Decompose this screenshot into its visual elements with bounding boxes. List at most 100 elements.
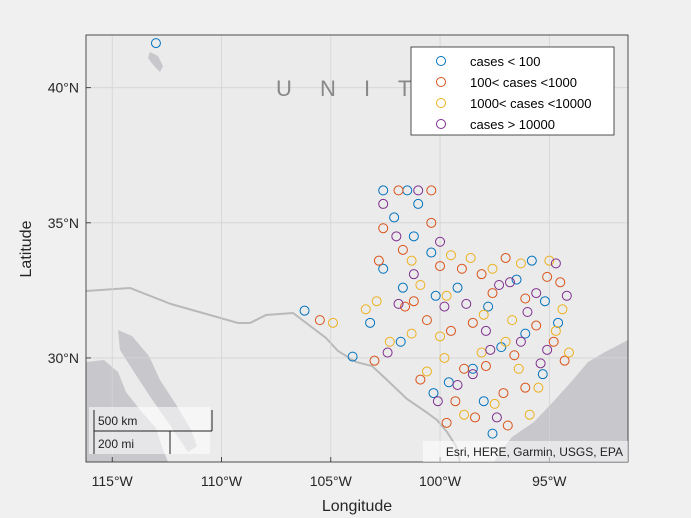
case-marker-series-1 [150,38,161,49]
case-marker-series-1 [299,305,310,316]
case-marker-series-3 [360,304,371,315]
case-marker-series-3 [550,325,561,336]
case-marker-series-2 [542,271,553,282]
case-marker-series-1 [487,428,498,439]
case-marker-series-2 [480,361,491,372]
y-axis-ticks: 30°N 35°N 40°N [48,80,91,366]
legend: cases < 100 100< cases <1000 1000< cases <… [410,46,615,136]
case-marker-series-2 [397,244,408,255]
case-marker-series-2 [435,261,446,272]
case-marker-series-3 [406,328,417,339]
case-marker-series-2 [445,325,456,336]
case-marker-series-3 [441,290,452,301]
case-marker-series-1 [365,317,376,328]
legend-marker [436,56,446,66]
case-marker-series-1 [537,369,548,380]
case-marker-series-4 [531,288,542,299]
case-markers [150,38,574,439]
case-marker-series-1 [526,255,537,266]
case-marker-series-1 [408,231,419,242]
case-marker-series-2 [426,217,437,228]
case-marker-series-2 [531,320,542,331]
case-marker-series-4 [461,298,472,309]
case-marker-series-1 [395,336,406,347]
legend-label: 100< cases <1000 [470,75,577,90]
case-marker-series-3 [478,309,489,320]
case-marker-series-4 [432,396,443,407]
case-marker-series-4 [561,290,572,301]
case-marker-series-3 [465,252,476,263]
y-tick-label: 40°N [48,80,79,96]
x-tick-label: 105°W [310,473,353,489]
case-marker-series-1 [511,274,522,285]
case-marker-series-1 [397,282,408,293]
case-marker-series-4 [378,198,389,209]
case-marker-series-1 [378,263,389,274]
case-marker-series-1 [426,247,437,258]
case-marker-series-1 [430,290,441,301]
case-marker-series-4 [522,307,533,318]
case-marker-series-2 [502,420,513,431]
attribution: Esri, HERE, Garmin, USGS, EPA [423,441,628,462]
case-marker-series-1 [443,377,454,388]
case-marker-series-3 [489,398,500,409]
case-marker-series-2 [500,252,511,263]
y-axis-label: Latitude [18,220,35,277]
x-axis-ticks: 115°W 110°W 105°W 100°W 95°W [92,457,567,489]
case-marker-series-4 [504,277,515,288]
case-marker-series-4 [494,279,505,290]
case-marker-series-2 [459,363,470,374]
case-marker-series-2 [426,185,437,196]
scale-bar-mi: 200 mi [98,437,134,451]
case-marker-series-2 [520,293,531,304]
case-marker-series-1 [389,212,400,223]
case-marker-series-2 [498,388,509,399]
legend-label: cases < 100 [470,54,540,69]
case-marker-series-1 [478,396,489,407]
y-tick-label: 35°N [48,215,79,231]
case-marker-series-2 [456,263,467,274]
case-marker-series-4 [435,236,446,247]
case-marker-series-3 [459,409,470,420]
x-tick-label: 115°W [92,473,134,489]
case-marker-series-2 [467,317,478,328]
case-marker-series-2 [408,296,419,307]
case-marker-series-3 [327,317,338,328]
case-marker-series-3 [371,296,382,307]
legend-label: 1000< cases <10000 [470,96,591,111]
case-marker-series-3 [544,255,555,266]
case-marker-series-1 [347,351,358,362]
case-marker-series-3 [500,336,511,347]
case-marker-series-3 [557,304,568,315]
case-marker-series-4 [391,231,402,242]
case-marker-series-2 [548,336,559,347]
case-marker-series-2 [555,277,566,288]
case-marker-series-2 [520,382,531,393]
x-tick-label: 100°W [419,473,462,489]
legend-marker [436,77,446,87]
case-marker-series-4 [439,301,450,312]
case-marker-series-2 [378,223,389,234]
case-marker-series-4 [480,325,491,336]
case-marker-series-4 [535,358,546,369]
case-marker-series-1 [413,198,424,209]
case-marker-series-3 [445,250,456,261]
case-marker-series-4 [491,412,502,423]
case-marker-series-1 [452,282,463,293]
case-marker-series-3 [384,336,395,347]
case-marker-series-2 [509,350,520,361]
case-marker-series-1 [520,328,531,339]
scale-bar: 500 km 200 mi [89,407,213,454]
x-tick-label: 95°W [532,473,567,489]
case-marker-series-3 [563,347,574,358]
case-marker-series-3 [533,382,544,393]
case-marker-series-2 [415,374,426,385]
x-axis-label: Longitude [322,498,392,515]
case-marker-series-2 [393,185,404,196]
great-salt-lake [148,52,163,72]
case-marker-series-3 [513,363,524,374]
attribution-text: Esri, HERE, Garmin, USGS, EPA [446,445,623,459]
case-marker-series-3 [435,331,446,342]
scale-bar-km: 500 km [98,414,137,428]
